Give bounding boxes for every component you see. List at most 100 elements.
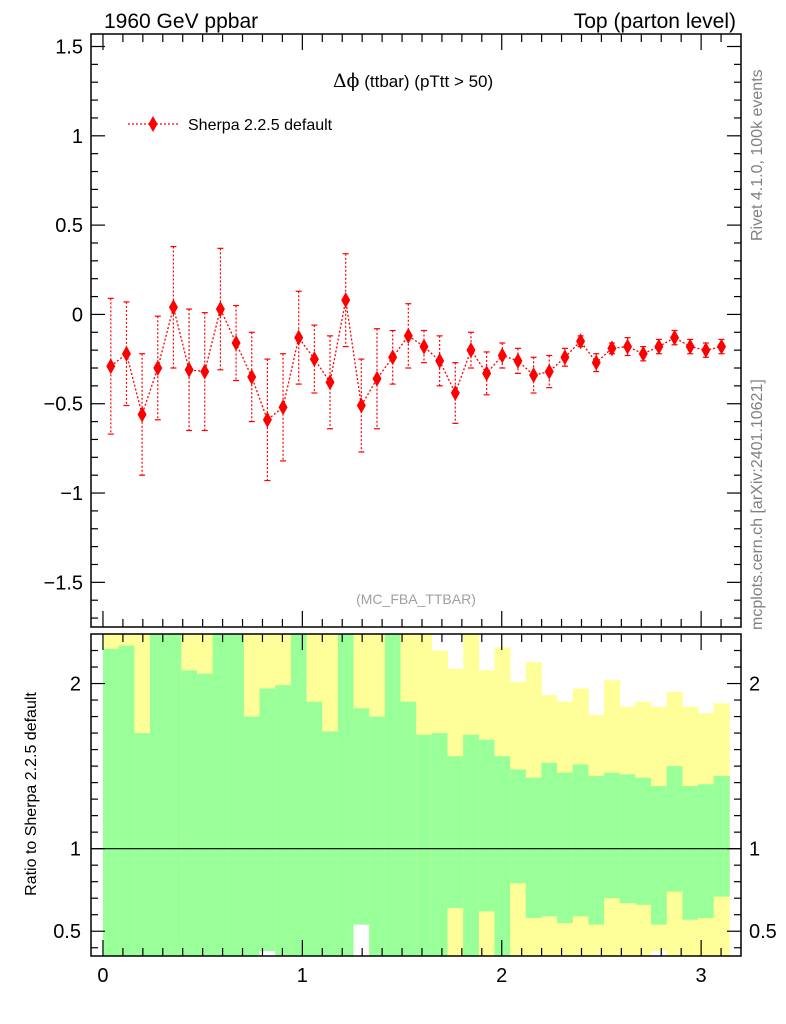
mcplots-url-label: mcplots.cern.ch [arXiv:2401.10621] [749,379,766,630]
data-point [560,349,570,366]
ratio-bin-inner-band-down [102,848,120,956]
ratio-bin-inner-band-up [306,701,323,849]
legend: Sherpa 2.2.5 default [128,116,333,134]
data-point [372,370,382,387]
series-line [110,300,722,421]
data-point [356,397,366,414]
ratio-bin-inner-band-down [400,848,417,956]
ratio-bin-inner-band-up [666,766,683,849]
y-tick-label: 1.5 [55,37,83,59]
ratio-bin-inner-band-down [212,848,229,956]
data-point [106,358,116,375]
data-point [388,349,398,366]
ratio-bin-inner-band-up [259,688,276,849]
data-point [638,345,648,362]
data-point [717,338,727,355]
ratio-y-tick-label-right: 2 [749,674,760,696]
data-point [137,406,147,423]
ratio-bin-inner-band-down [228,848,245,956]
data-point [419,338,429,355]
ratio-bin-gap [353,924,370,956]
ratio-bin-inner-band-down [181,848,198,956]
ratio-bin-inner-band-down [384,848,401,956]
ratio-bin-inner-band-down [682,848,699,920]
data-point [168,299,178,316]
ratio-bin-inner-band-up [463,734,480,849]
ratio-bin-inner-band-down [431,848,448,956]
ratio-bin-inner-band-up [635,777,652,849]
header-left-label: 1960 GeV ppbar [104,10,258,33]
y-tick-label: −1 [60,483,83,505]
ratio-bin-inner-band-down [478,848,495,912]
ratio-bin-inner-band-down [259,848,276,956]
data-point [607,340,617,357]
ratio-bin-inner-band-up [228,634,245,849]
ratio-bin-inner-band-down [651,848,668,925]
ratio-bin-gap [259,951,276,956]
data-point [184,361,194,378]
ratio-y-tick-label: 1 [70,839,81,861]
analysis-id: (MC_FBA_TTBAR) [356,591,476,607]
ratio-bin-inner-band-up [525,777,542,849]
ratio-bin-inner-band-down [118,848,135,956]
ratio-bin-inner-band-down [306,848,323,956]
data-point [450,385,460,402]
data-point [121,345,131,362]
data-point [294,329,304,346]
data-point [278,399,288,416]
ratio-bin-inner-band-up [572,764,589,849]
main-panel-frame [90,33,742,628]
ratio-bin-inner-band-down [275,848,292,956]
data-point [325,374,335,391]
data-point [435,352,445,369]
ratio-bin-inner-band-up [165,634,182,849]
ratio-bin-inner-band-up [651,785,668,849]
data-point [231,335,241,352]
data-point [247,368,257,385]
x-tick-label: 2 [496,965,507,987]
legend-marker [148,116,158,132]
ratio-bin-inner-band-down [557,848,574,923]
ratio-bin-gap [651,951,668,956]
data-point [685,338,695,355]
y-tick-label: 0.5 [55,215,83,237]
ratio-bin-inner-band-up [557,772,574,849]
data-point [701,342,711,359]
legend-label: Sherpa 2.2.5 default [188,117,333,134]
error-bars [107,245,725,482]
ratio-bin-inner-band-up [713,776,730,849]
ratio-bin-inner-band-up [337,634,354,849]
data-point [341,292,351,309]
ratio-bin-inner-band-down [588,848,605,925]
main-plot-title: Δϕ (ttbar) (pTtt > 50) [333,70,493,92]
axes-frame [90,33,742,957]
ratio-bin-inner-band-up [353,708,370,849]
ratio-bin-inner-band-up [478,739,495,849]
ratio-bin-inner-band-down [604,848,621,899]
series-polyline [110,300,722,421]
title-text: (ttbar) (pTtt > 50) [360,72,494,91]
ratio-bin-inner-band-up [400,701,417,849]
rivet-version-label: Rivet 4.1.0, 100k events [749,69,766,241]
data-point [670,329,680,346]
ratio-bin-inner-band-down [416,848,433,956]
ratio-y-tick-label-right: 1 [749,839,760,861]
ratio-bin-inner-band-up [290,634,307,849]
ratio-bin-inner-band-down [196,848,213,956]
ratio-bin-inner-band-down [510,848,527,884]
ratio-uncertainty-bands [102,634,730,956]
ratio-bin-inner-band-down [243,848,260,956]
y-tick-label: −1.5 [44,572,83,594]
ratio-bin-inner-band-up [196,673,213,849]
ratio-bin-inner-band-up [494,756,511,849]
x-tick-label: 0 [97,965,108,987]
ratio-y-tick-label: 2 [70,674,81,696]
ratio-bin-inner-band-down [149,848,167,956]
ratio-bin-inner-band-up [588,776,605,849]
ratio-y-tick-label: 0.5 [53,921,81,943]
ratio-bin-inner-band-down [447,848,464,909]
y-tick-label: 1 [72,126,83,148]
data-point [309,351,319,368]
ratio-bin-inner-band-up [134,733,151,849]
ratio-bin-inner-band-down [635,848,652,905]
